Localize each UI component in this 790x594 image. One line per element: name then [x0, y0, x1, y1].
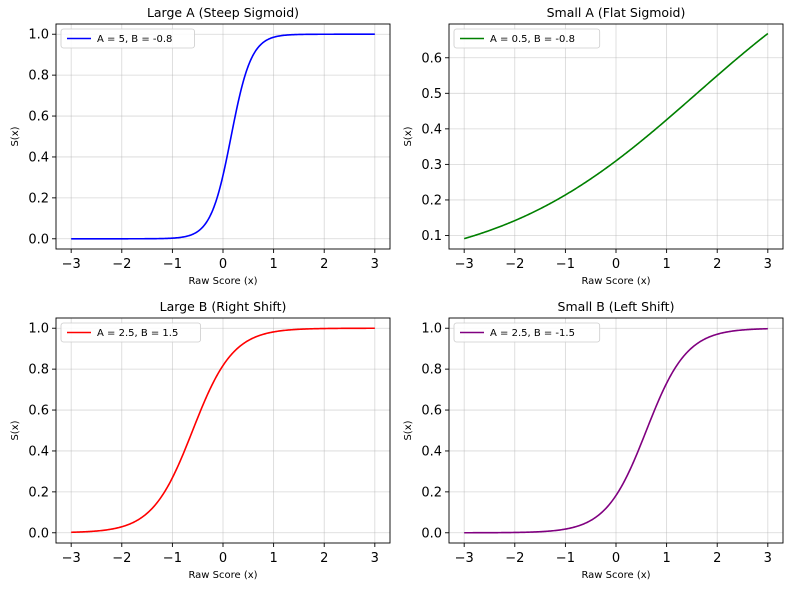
series-line-1 [464, 327, 768, 534]
y-tick-label: 0.3 [421, 158, 442, 173]
subplot-title: Small A (Flat Sigmoid) [547, 5, 686, 20]
y-tick-label: 0.4 [421, 444, 442, 459]
legend-label: A = 2.5, B = 1.5 [97, 328, 178, 339]
y-tick-label: 0.2 [421, 193, 442, 208]
x-tick-label: 2 [713, 257, 721, 272]
x-tick-label: 0 [219, 257, 227, 272]
subplot-1: −3 −2 −1 0 1 2 3 0.0 0.2 0.4 0.6 0.8 1.0 Large A (Ste… [10, 5, 391, 287]
x-tick-label: 2 [713, 551, 721, 566]
y-tick-label: 1.0 [28, 28, 49, 43]
y-tick-label: 0.6 [28, 110, 49, 125]
y-tick-label: 0.8 [28, 363, 49, 378]
y-tick-label: 0.2 [28, 485, 49, 500]
x-tick-label: −3 [455, 257, 474, 272]
x-tick-label: 3 [371, 257, 379, 272]
legend-box [453, 322, 601, 343]
legend-box [453, 28, 601, 49]
series-line-1 [71, 327, 375, 534]
y-tick-label: 0.8 [421, 363, 442, 378]
x-axis-label: Raw Score (x) [581, 570, 650, 581]
legend-label: A = 5, B = -0.8 [97, 34, 172, 45]
x-tick-label: −3 [455, 551, 474, 566]
legend: A = 5, B = -0.8 [60, 28, 195, 49]
x-tick-label: −1 [163, 257, 182, 272]
x-tick-label: −2 [112, 551, 131, 566]
y-axis-label: S(x) [10, 126, 21, 146]
y-tick-label: 0.1 [421, 229, 442, 244]
subplot-title: Large B (Right Shift) [160, 299, 287, 314]
y-tick-label: 1.0 [28, 322, 49, 337]
y-tick-label: 0.4 [421, 122, 442, 137]
y-tick-label: 0.6 [28, 404, 49, 419]
x-tick-label: −2 [505, 551, 524, 566]
series-line-1 [463, 32, 769, 240]
x-tick-label: 2 [320, 551, 328, 566]
legend-box [60, 322, 202, 343]
subplot-2: −3 −2 −1 0 1 2 3 0.1 0.2 0.3 0.4 0.5 0.6 Small A (Fla… [403, 5, 784, 287]
legend: A = 0.5, B = -0.8 [453, 28, 601, 49]
x-axis-label: Raw Score (x) [581, 276, 650, 287]
x-tick-label: −2 [505, 257, 524, 272]
y-tick-label: 0.6 [421, 404, 442, 419]
x-tick-label: 1 [269, 257, 277, 272]
y-tick-label: 0.0 [28, 232, 49, 247]
x-tick-label: 3 [764, 551, 772, 566]
x-tick-label: −3 [62, 257, 81, 272]
y-tick-label: 0.4 [28, 444, 49, 459]
legend-label: A = 2.5, B = -1.5 [490, 328, 575, 339]
x-tick-label: −1 [556, 551, 575, 566]
x-tick-label: 0 [612, 257, 620, 272]
y-axis-label: S(x) [403, 420, 414, 440]
subplot-title: Large A (Steep Sigmoid) [147, 5, 299, 20]
x-axis-label: Raw Score (x) [188, 570, 257, 581]
subplot-3: −3 −2 −1 0 1 2 3 0.0 0.2 0.4 0.6 0.8 1.0 Large B (Rig… [10, 299, 391, 581]
subplot-title: Small B (Left Shift) [558, 299, 675, 314]
x-tick-label: 1 [662, 551, 670, 566]
x-tick-label: 2 [320, 257, 328, 272]
y-axis-label: S(x) [403, 126, 414, 146]
y-tick-label: 0.5 [421, 87, 442, 102]
x-tick-label: 3 [764, 257, 772, 272]
x-tick-label: −3 [62, 551, 81, 566]
x-tick-label: −2 [112, 257, 131, 272]
x-tick-label: 1 [662, 257, 670, 272]
x-tick-label: −1 [556, 257, 575, 272]
legend-box [60, 28, 195, 49]
x-tick-label: 3 [371, 551, 379, 566]
x-tick-label: 0 [612, 551, 620, 566]
y-tick-label: 0.2 [421, 485, 442, 500]
x-tick-label: −1 [163, 551, 182, 566]
legend-label: A = 0.5, B = -0.8 [490, 34, 575, 45]
y-tick-label: 1.0 [421, 322, 442, 337]
y-tick-label: 0.6 [421, 51, 442, 66]
y-tick-label: 0.8 [28, 69, 49, 84]
x-tick-label: 0 [219, 551, 227, 566]
subplot-4: −3 −2 −1 0 1 2 3 0.0 0.2 0.4 0.6 0.8 1.0 Small B (Lef… [403, 299, 784, 581]
y-tick-label: 0.2 [28, 191, 49, 206]
x-tick-label: 1 [269, 551, 277, 566]
series-line-1 [71, 33, 375, 240]
y-tick-label: 0.4 [28, 150, 49, 165]
y-tick-label: 0.0 [28, 526, 49, 541]
y-tick-label: 0.0 [421, 526, 442, 541]
y-axis-label: S(x) [10, 420, 21, 440]
legend: A = 2.5, B = 1.5 [60, 322, 202, 343]
x-axis-label: Raw Score (x) [188, 276, 257, 287]
legend: A = 2.5, B = -1.5 [453, 322, 601, 343]
